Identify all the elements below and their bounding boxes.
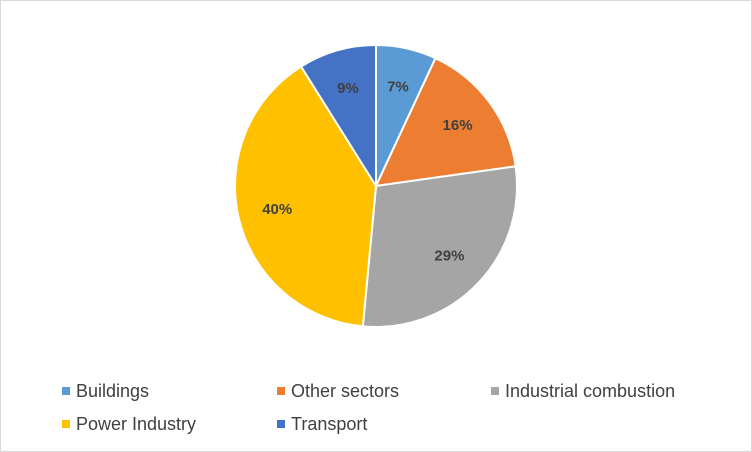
pie-slice-other-sectors bbox=[374, 56, 517, 188]
data-label-other-sectors: 16% bbox=[443, 117, 473, 134]
data-label-buildings: 7% bbox=[387, 78, 409, 95]
data-label-industrial-combustion: 29% bbox=[434, 248, 464, 265]
pie-slice-transport bbox=[299, 43, 377, 190]
pie-slice-industrial-combustion bbox=[361, 165, 518, 328]
data-label-power-industry: 40% bbox=[262, 201, 292, 218]
data-label-transport: 9% bbox=[337, 80, 359, 97]
